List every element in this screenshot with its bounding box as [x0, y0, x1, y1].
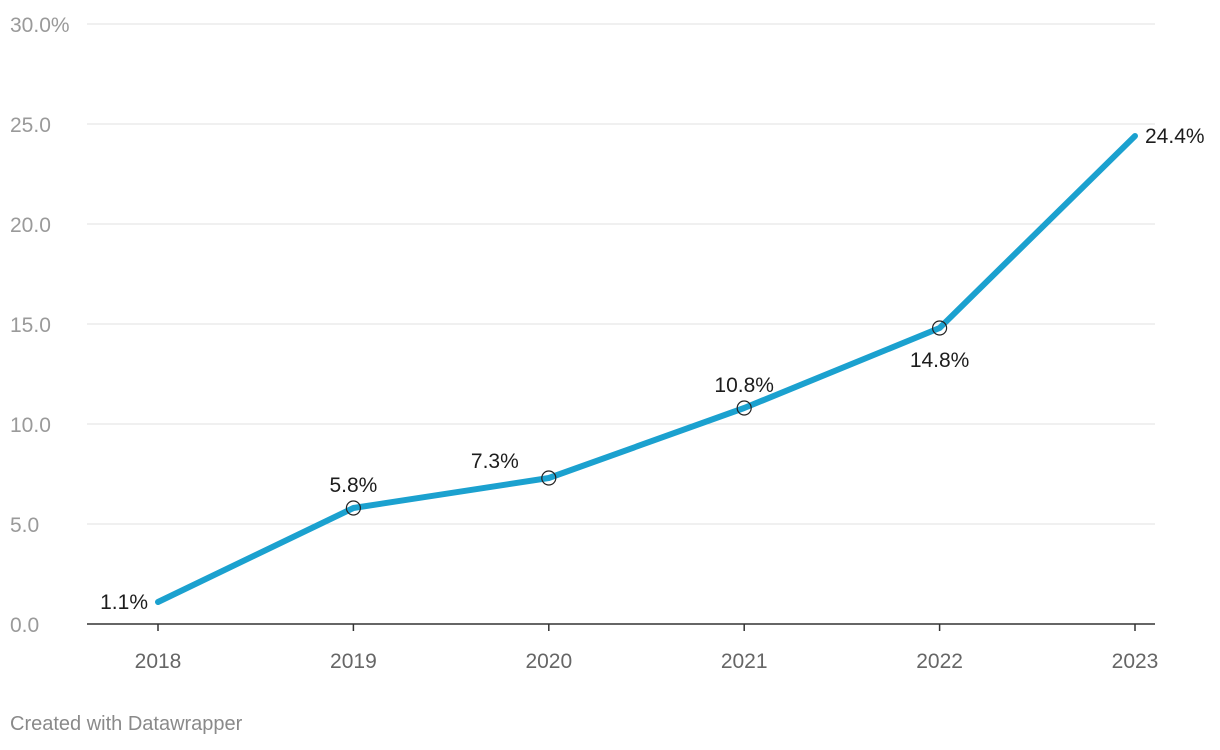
- data-label: 7.3%: [471, 450, 519, 473]
- data-label: 1.1%: [100, 591, 148, 614]
- data-labels: 1.1% 5.8% 7.3% 10.8% 14.8% 24.4%: [100, 125, 1204, 614]
- data-point-marker: [541, 470, 557, 486]
- series-layer: [155, 133, 1138, 605]
- data-point-marker: [931, 320, 948, 336]
- x-tick-label: 2019: [330, 650, 377, 673]
- y-tick-label: 5.0: [10, 514, 39, 537]
- y-tick-label: 10.0: [10, 414, 51, 437]
- line-chart: 0.0 5.0 10.0 15.0 20.0 25.0 30.0% 2018 2019 2020…: [10, 14, 1205, 673]
- x-tick-label: 2022: [916, 650, 963, 673]
- y-axis-ticks: 0.0 5.0 10.0 15.0 20.0 25.0 30.0%: [10, 14, 70, 637]
- y-tick-label: 0.0: [10, 614, 39, 637]
- data-label: 10.8%: [714, 374, 774, 397]
- data-point-marker: [345, 500, 361, 516]
- data-point-marker: [736, 400, 752, 416]
- credit-text: Created with Datawrapper: [10, 713, 243, 735]
- x-tick-label: 2018: [135, 650, 182, 673]
- x-axis-ticks: 2018 2019 2020 2021 2022 2023: [135, 624, 1159, 673]
- y-tick-label: 30.0%: [10, 14, 70, 37]
- markers: [345, 320, 948, 516]
- gridlines: [87, 23, 1155, 525]
- y-tick-label: 25.0: [10, 114, 51, 137]
- data-label: 24.4%: [1145, 125, 1205, 148]
- x-tick-label: 2020: [525, 650, 572, 673]
- y-tick-label: 20.0: [10, 214, 51, 237]
- data-label: 14.8%: [910, 349, 970, 372]
- data-label: 5.8%: [329, 474, 377, 497]
- x-tick-label: 2023: [1112, 650, 1159, 673]
- x-tick-label: 2021: [721, 650, 768, 673]
- y-tick-label: 15.0: [10, 314, 51, 337]
- series-line: [155, 133, 1138, 605]
